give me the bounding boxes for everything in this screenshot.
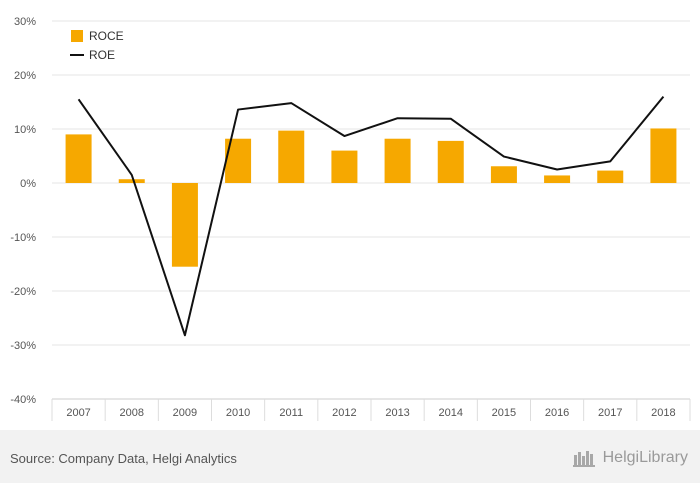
legend-roce-label: ROCE [89,29,124,43]
roce-bar [278,130,305,183]
y-tick-label: 30% [14,16,36,28]
legend-roe-label: ROE [89,48,115,62]
x-tick-label: 2007 [66,407,90,419]
roe-line [77,95,665,337]
brand-name: HelgiLibrary [602,449,688,466]
gridlines [52,20,690,400]
x-tick-label: 2017 [598,407,622,419]
roce-bar [490,166,517,183]
roe-line-path [77,95,665,337]
y-tick-label: 20% [14,70,36,82]
x-tick-label: 2011 [279,407,303,419]
roce-bar [437,140,464,183]
roce-bar [544,175,571,183]
x-tick-label: 2014 [439,407,463,419]
x-tick-label: 2008 [120,407,144,419]
y-tick-label: 10% [14,124,36,136]
chart: 30% 20% 10% 0% -10% -20% -30% -40% 2007 2008 2009… [10,16,691,421]
x-tick-label: 2012 [332,407,356,419]
roce-bar [118,179,145,183]
roce-bar [384,138,411,183]
x-tick-label: 2018 [651,407,675,419]
legend: ROCE ROE [70,29,124,62]
library-logo-icon [572,451,595,467]
x-tick-label: 2015 [492,407,516,419]
source-note: Source: Company Data, Helgi Analytics [10,451,237,466]
y-tick-label: -20% [10,286,36,298]
roce-bars [65,128,677,267]
roce-bar [171,183,198,267]
x-tick-label: 2016 [545,407,569,419]
y-tick-label: -40% [10,394,36,406]
roce-bar [597,170,624,183]
y-tick-label: 0% [20,178,36,190]
roce-bar [331,150,358,183]
y-tick-label: -30% [10,340,36,352]
x-tick-label: 2010 [226,407,250,419]
brand-logo[interactable]: HelgiLibrary [572,449,688,467]
x-axis: 2007 2008 2009 2010 2011 2012 2013 2014 2015 2016… [51,398,691,421]
roce-bar [650,128,677,183]
x-tick-label: 2009 [173,407,197,419]
y-tick-label: -10% [10,232,36,244]
legend-roce-swatch [71,30,83,42]
roce-bar [65,134,92,183]
x-tick-label: 2013 [385,407,409,419]
y-axis-ticks: 30% 20% 10% 0% -10% -20% -30% -40% [10,16,36,406]
